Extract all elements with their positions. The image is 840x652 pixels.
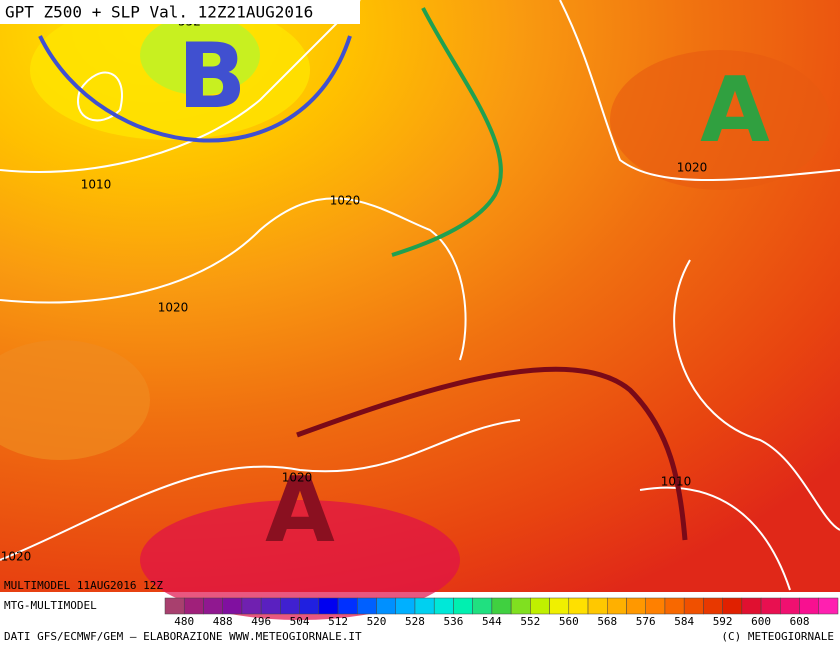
model-label: MTG-MULTIMODEL	[4, 599, 97, 612]
colorbar-swatch	[222, 597, 243, 615]
colorbar-swatch	[780, 597, 800, 615]
colorbar-swatch	[722, 597, 743, 615]
colorbar-swatch	[760, 597, 781, 615]
run-label: MULTIMODEL 11AUG2016 12Z	[4, 579, 163, 592]
colorbar-swatch	[664, 597, 685, 615]
colorbar-swatch	[472, 597, 493, 615]
height-field	[0, 340, 150, 460]
colorbar-swatch	[453, 597, 473, 615]
colorbar-swatch	[626, 597, 646, 615]
colorbar-swatch	[164, 597, 185, 615]
height-field	[140, 500, 460, 620]
isobar-label: 1020	[158, 301, 189, 315]
title: GPT Z500 + SLP Val. 12Z21AUG2016	[5, 3, 313, 22]
colorbar-swatch	[510, 597, 531, 615]
colorbar-label: 584	[674, 615, 694, 628]
isobar	[0, 197, 467, 361]
height-field	[140, 15, 260, 95]
low-arc	[38, 35, 352, 143]
colorbar-label: 496	[251, 615, 271, 628]
colorbar-swatch	[683, 597, 704, 615]
colorbar-swatch	[587, 597, 608, 615]
isobar	[639, 486, 791, 591]
colorbar-swatch	[376, 597, 396, 615]
colorbar-swatch	[337, 597, 358, 615]
isobar-label: 1020	[677, 161, 708, 175]
colorbar-label: 552	[520, 615, 540, 628]
colorbar-swatch	[799, 597, 820, 615]
isobar	[0, 0, 361, 173]
colorbar-swatch	[280, 597, 300, 615]
colorbar-label: 608	[790, 615, 810, 628]
center-label: B	[178, 24, 247, 129]
isobar	[0, 419, 521, 561]
colorbar-swatch	[203, 597, 223, 615]
colorbar-swatch	[183, 597, 204, 615]
ridge-axis	[296, 366, 688, 541]
center-label: A	[700, 58, 770, 163]
isobar-label: 1020	[282, 471, 313, 485]
isobar-label: 1010	[81, 178, 112, 192]
isobar	[559, 0, 840, 181]
colorbar-swatch	[549, 597, 570, 615]
center-label: A	[265, 458, 335, 563]
copyright-label: (C) METEOGIORNALE	[721, 630, 834, 643]
colorbar-label: 488	[213, 615, 233, 628]
colorbar: 480 488 496 504 512 520 528 536 544 552 560 568 576 5…	[164, 597, 839, 628]
source-label: DATI GFS/ECMWF/GEM – ELABORAZIONE WWW.ME…	[4, 630, 362, 643]
colorbar-label: 480	[174, 615, 194, 628]
colorbar-swatch	[318, 597, 339, 615]
colorbar-swatch	[703, 597, 723, 615]
colorbar-label: 544	[482, 615, 502, 628]
isobars	[0, 0, 840, 590]
colorbar-swatch	[491, 597, 512, 615]
colorbar-label: 536	[443, 615, 463, 628]
height-field	[610, 50, 830, 190]
isobar	[673, 259, 840, 531]
colorbar-label: 600	[751, 615, 771, 628]
isobar-label: 1020	[330, 194, 361, 208]
colorbar-swatch	[357, 597, 377, 615]
colorbar-label: 520	[367, 615, 387, 628]
colorbar-label: 576	[636, 615, 656, 628]
colorbar-label: 528	[405, 615, 425, 628]
isobar	[77, 71, 123, 122]
front-green	[391, 7, 503, 257]
colorbar-label: 504	[290, 615, 310, 628]
colorbar-swatch	[568, 597, 589, 615]
colorbar-swatch	[241, 597, 262, 615]
isobar-label: 1020	[1, 550, 32, 564]
isobar-label: 1010	[661, 475, 692, 489]
colorbar-label: 592	[713, 615, 733, 628]
colorbar-label: 512	[328, 615, 348, 628]
colorbar-swatch	[607, 597, 627, 615]
colorbar-swatch	[414, 597, 435, 615]
colorbar-swatch	[741, 597, 762, 615]
colorbar-swatch	[645, 597, 666, 615]
colorbar-swatch	[260, 597, 281, 615]
colorbar-swatch	[299, 597, 320, 615]
colorbar-swatch	[530, 597, 550, 615]
colorbar-swatch	[818, 597, 839, 615]
colorbar-label: 560	[559, 615, 579, 628]
colorbar-swatch	[395, 597, 416, 615]
title-box	[0, 0, 360, 24]
colorbar-label: 568	[597, 615, 617, 628]
colorbar-swatch	[433, 597, 454, 615]
